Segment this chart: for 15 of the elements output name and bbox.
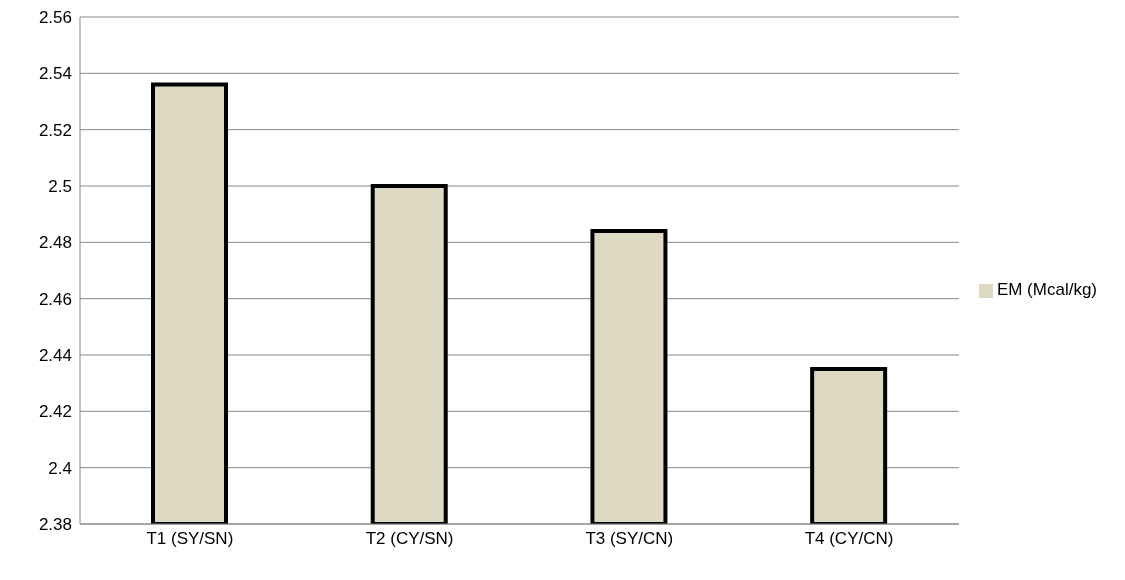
x-tick-label: T2 (CY/SN) — [365, 529, 454, 549]
y-tick-label: 2.4 — [48, 458, 72, 478]
y-tick-label: 2.42 — [38, 402, 72, 422]
y-tick-label: 2.56 — [38, 8, 72, 28]
x-tick-label: T4 (CY/CN) — [804, 529, 894, 549]
y-tick-label: 2.54 — [38, 64, 72, 84]
y-tick-label: 2.5 — [48, 177, 72, 197]
y-tick-label: 2.46 — [38, 289, 72, 309]
x-tick-label: T1 (SY/SN) — [146, 529, 234, 549]
x-tick-label: T3 (SY/CN) — [585, 529, 674, 549]
legend-label: EM (Mcal/kg) — [996, 280, 1097, 299]
y-tick-label: 2.38 — [38, 515, 72, 535]
y-tick-label: 2.52 — [38, 120, 72, 140]
y-tick-label: 2.44 — [38, 346, 72, 366]
y-tick-label: 2.48 — [38, 233, 72, 253]
